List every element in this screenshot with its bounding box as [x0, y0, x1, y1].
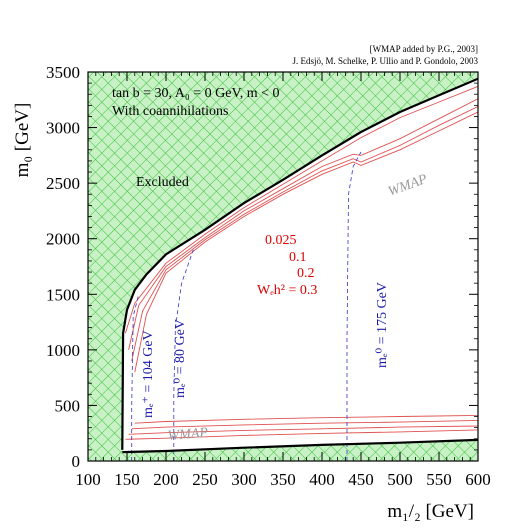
- neutralino-mass-label-175: mₑ⁰ = 175 GeV: [375, 282, 390, 368]
- y-tick-label: 0: [72, 452, 81, 471]
- y-tick-label: 2500: [46, 174, 80, 193]
- y-tick-label: 2000: [46, 230, 80, 249]
- x-tick-label: 500: [387, 470, 413, 489]
- y-tick-label: 3000: [46, 119, 80, 138]
- excluded-region-upper: [88, 72, 478, 461]
- mass-contours: [131, 151, 362, 461]
- y-tick-label: 500: [55, 396, 81, 415]
- allowed-region-boundary: [121, 77, 478, 454]
- x-tick-label: 550: [426, 470, 452, 489]
- x-tick-label: 100: [75, 470, 101, 489]
- x-axis-title: m₁/₂ [GeV]: [387, 501, 474, 522]
- coannihilation-annotation: With coannihilations: [112, 104, 228, 119]
- x-tick-label: 350: [270, 470, 296, 489]
- params-annotation: tan b = 30, A₀ = 0 GeV, m < 0: [112, 86, 280, 101]
- boundary-lower-line: [122, 438, 478, 454]
- chargino-mass-label: mₑ⁺ = 104 GeV: [141, 330, 156, 418]
- relic-density-contours: [124, 85, 478, 440]
- y-tick-label: 3500: [46, 63, 80, 82]
- y-tick-label: 1500: [46, 285, 80, 304]
- relic-label-0025: 0.025: [265, 233, 297, 248]
- x-tick-label: 150: [114, 470, 140, 489]
- y-axis-ticks: 0 500 1000 1500 2000 2500 3000 3500: [46, 63, 478, 471]
- wmap-label-lower: WMAP: [167, 425, 209, 444]
- mass-contour-0: [131, 294, 140, 461]
- excluded-annotation: Excluded: [136, 175, 189, 190]
- relic-contour-3: [134, 111, 478, 424]
- x-tick-label: 250: [192, 470, 218, 489]
- relic-label-03: Wₑh² = 0.3: [257, 283, 317, 298]
- x-tick-label: 300: [231, 470, 257, 489]
- neutralino-mass-label-80: mₑ⁰ = 80 GeV: [173, 319, 188, 398]
- wmap-label-upper: WMAP: [386, 172, 430, 200]
- x-axis-ticks: 100 150 200 250 300 350 400 450 500 550 600: [75, 72, 491, 489]
- relic-label-02: 0.2: [297, 266, 315, 281]
- relic-label-01: 0.1: [289, 250, 307, 265]
- mass-contour-2: [346, 151, 362, 461]
- y-axis-title: m₀ [GeV]: [12, 103, 33, 178]
- x-tick-label: 450: [348, 470, 374, 489]
- boundary-upper-line: [121, 77, 478, 450]
- x-tick-label: 400: [309, 470, 335, 489]
- excluded-region-group: [88, 72, 478, 461]
- x-tick-label: 600: [465, 470, 491, 489]
- credit-line-1: [WMAP added by P.G., 2003]: [370, 44, 478, 54]
- x-tick-label: 200: [153, 470, 179, 489]
- relic-contour-0: [124, 85, 478, 440]
- y-tick-label: 1000: [46, 341, 80, 360]
- relic-contour-2: [131, 106, 478, 430]
- relic-contour-1: [128, 98, 478, 435]
- mass-contour-1: [173, 249, 194, 461]
- credit-line-2: J. Edsjö, M. Schelke, P. Ullio and P. Go…: [292, 56, 478, 66]
- excluded-region-lower: [122, 439, 478, 461]
